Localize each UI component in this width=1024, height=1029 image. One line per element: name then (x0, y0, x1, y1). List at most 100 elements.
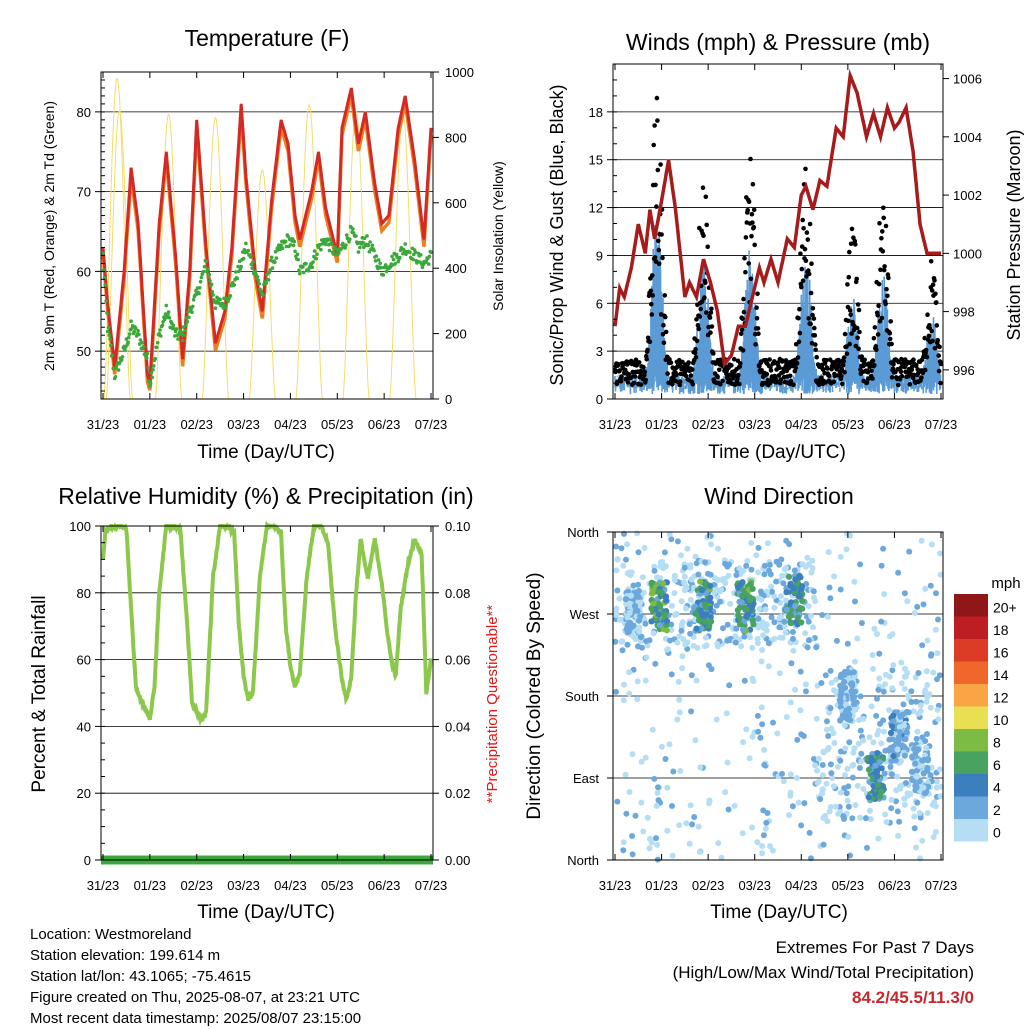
dewpoint-point (270, 266, 275, 270)
wind-gust-point (855, 302, 861, 307)
winds-ytick-label: 15 (589, 153, 603, 168)
dewpoint-point (312, 249, 317, 253)
wind-gust-point (929, 328, 934, 334)
wind-gust-point (754, 316, 760, 321)
wind-gust-point (660, 331, 666, 337)
wind-gust-point (934, 323, 940, 328)
wind-direction-point (661, 611, 668, 618)
dewpoint-point (280, 246, 285, 250)
temperature-ytick-label: 50 (77, 344, 91, 359)
dewpoint-point (259, 289, 263, 293)
wind-direction-point (786, 541, 793, 548)
wind-direction-point (797, 707, 804, 714)
wind-direction-point (924, 682, 931, 688)
wind-gust-point (738, 361, 743, 366)
wind-gust-point (938, 361, 944, 367)
wind-gust-point (813, 347, 818, 353)
wind-gust-point (881, 205, 886, 211)
dewpoint-point (158, 328, 162, 332)
wind-direction-point (770, 847, 776, 854)
wind-direction-point (686, 840, 693, 847)
wind-direction-point (823, 780, 830, 787)
wind-direction-point (622, 596, 629, 603)
wind-direction-point (688, 672, 695, 679)
temperature-xtick-label: 06/23 (368, 417, 401, 432)
wind-direction-point (890, 662, 897, 669)
dewpoint-point (113, 375, 118, 379)
wind-direction-point (783, 714, 790, 720)
wind-direction-point (825, 744, 832, 751)
wind-direction-point (787, 771, 794, 778)
wind-direction-point (844, 766, 851, 772)
wind-gust-point (652, 255, 658, 260)
wind-direction-point (623, 810, 630, 817)
wind-direction-point (909, 754, 916, 761)
dewpoint-point (209, 282, 214, 287)
wind-direction-point (857, 727, 864, 734)
wind-direction-point (935, 716, 942, 723)
wind-direction-xlabel: Time (Day/UTC) (710, 902, 848, 923)
wind-direction-point (898, 659, 905, 666)
wind-direction-point (819, 786, 826, 793)
wind-direction-point (765, 640, 772, 647)
wind-direction-point (739, 830, 746, 837)
wind-gust-point (811, 316, 817, 321)
humidity-plot-frame (100, 525, 434, 861)
wind-direction-point (937, 550, 944, 557)
wind-direction-point (624, 641, 631, 648)
wind-gust-point (768, 368, 774, 373)
humidity-ylabel: Percent & Total Rainfall (29, 595, 50, 792)
wind-direction-point (895, 832, 902, 839)
wind-gust-point (936, 353, 941, 358)
wind-direction-point (740, 739, 747, 746)
wind-direction-point (678, 598, 685, 605)
wind-gust-point (872, 363, 877, 368)
wind-direction-point (787, 619, 794, 627)
dewpoint-point (344, 233, 349, 237)
wind-gust-point (690, 367, 695, 372)
wind-direction-point (792, 686, 799, 693)
wind-direction-point (667, 637, 673, 644)
wind-gust-point (642, 369, 648, 375)
wind-direction-point (780, 778, 787, 785)
wind-direction-point (844, 640, 851, 647)
wind-direction-point (668, 627, 675, 634)
wind-direction-point (935, 616, 941, 623)
wind-direction-point (758, 596, 765, 603)
wind-direction-point (620, 562, 627, 569)
wind-direction-point (674, 716, 681, 723)
wind-direction-point (787, 612, 795, 619)
wind-direction-point (846, 739, 853, 746)
wind-gust-point (846, 274, 852, 280)
dewpoint-point (191, 304, 195, 309)
wind-direction-point (827, 667, 834, 674)
wind-gust-point (919, 375, 924, 380)
wind-direction-point (850, 761, 857, 768)
wind-direction-point (895, 569, 902, 576)
wind-direction-point (760, 632, 767, 639)
wind-gust-point (778, 380, 783, 386)
wind-direction-point (881, 770, 888, 777)
wind-direction-point (851, 688, 859, 696)
dewpoint-point (110, 353, 115, 358)
dewpoint-point (283, 239, 288, 244)
wind-direction-point (760, 807, 767, 814)
wind-gust-point (704, 310, 709, 315)
wind-direction-point (923, 668, 930, 675)
wind-gust-point (925, 312, 930, 318)
wind-gust-point (650, 273, 655, 278)
wind-direction-point (669, 602, 675, 609)
wind-direction-point (695, 617, 703, 624)
recent-timestamp: Most recent data timestamp: 2025/08/07 2… (30, 1010, 362, 1027)
wind-direction-point (868, 754, 875, 762)
wind-direction-point (927, 582, 934, 589)
wind-direction-point (790, 647, 797, 654)
dewpoint-point (293, 249, 297, 254)
wind-direction-point (818, 680, 825, 686)
wind-direction-point (880, 545, 887, 552)
wind-direction-point (756, 606, 763, 612)
wind-gust-point (702, 295, 707, 300)
dewpoint-point (319, 247, 323, 252)
wind-gust-point (814, 354, 819, 360)
wind-direction-point (914, 728, 921, 735)
